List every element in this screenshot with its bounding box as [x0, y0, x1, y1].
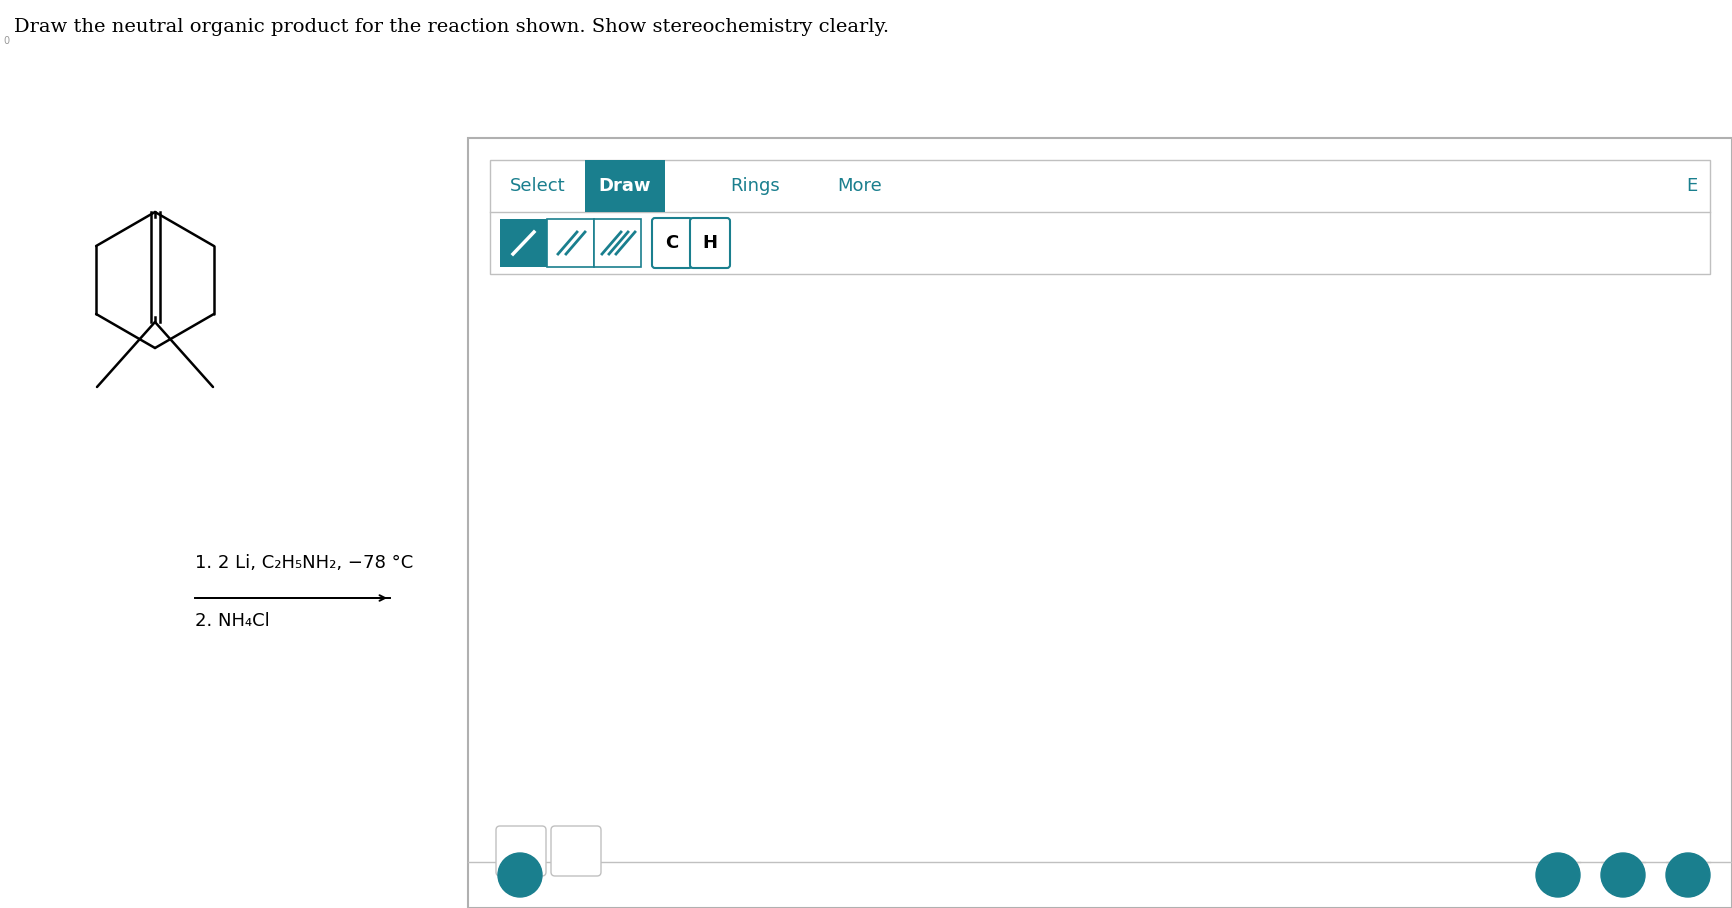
Text: 1. 2 Li, C₂H₅NH₂, −78 °C: 1. 2 Li, C₂H₅NH₂, −78 °C — [196, 554, 414, 572]
Bar — [585, 160, 665, 212]
Text: H: H — [703, 234, 717, 252]
Circle shape — [1536, 853, 1580, 897]
Bar — [501, 219, 547, 267]
Circle shape — [1600, 853, 1645, 897]
Circle shape — [499, 853, 542, 897]
Circle shape — [1666, 853, 1709, 897]
Bar — [468, 138, 1732, 908]
FancyBboxPatch shape — [495, 826, 546, 876]
Bar — [547, 219, 594, 267]
Text: 0: 0 — [3, 36, 9, 46]
FancyBboxPatch shape — [689, 218, 729, 268]
Text: Draw: Draw — [599, 177, 651, 195]
Bar — [594, 219, 641, 267]
FancyBboxPatch shape — [551, 826, 601, 876]
Text: E: E — [1687, 177, 1697, 195]
Text: More: More — [838, 177, 882, 195]
FancyBboxPatch shape — [651, 218, 693, 268]
Text: C: C — [665, 234, 679, 252]
Text: Draw the neutral organic product for the reaction shown. Show stereochemistry cl: Draw the neutral organic product for the… — [14, 18, 889, 36]
Text: Rings: Rings — [731, 177, 779, 195]
Bar — [490, 160, 1709, 274]
Text: Select: Select — [511, 177, 566, 195]
Text: 2. NH₄Cl: 2. NH₄Cl — [196, 612, 270, 630]
